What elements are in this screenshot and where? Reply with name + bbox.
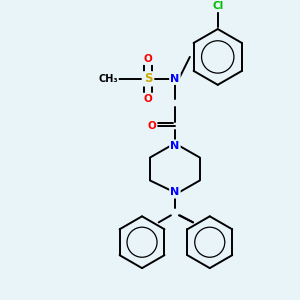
Text: N: N	[170, 188, 179, 197]
Text: CH₃: CH₃	[98, 74, 118, 84]
Text: O: O	[148, 121, 156, 131]
Text: O: O	[144, 94, 152, 104]
Text: Cl: Cl	[212, 1, 224, 11]
Text: S: S	[144, 72, 152, 86]
Text: N: N	[170, 141, 179, 151]
Text: N: N	[170, 74, 179, 84]
Text: O: O	[144, 54, 152, 64]
Text: O: O	[104, 74, 112, 84]
